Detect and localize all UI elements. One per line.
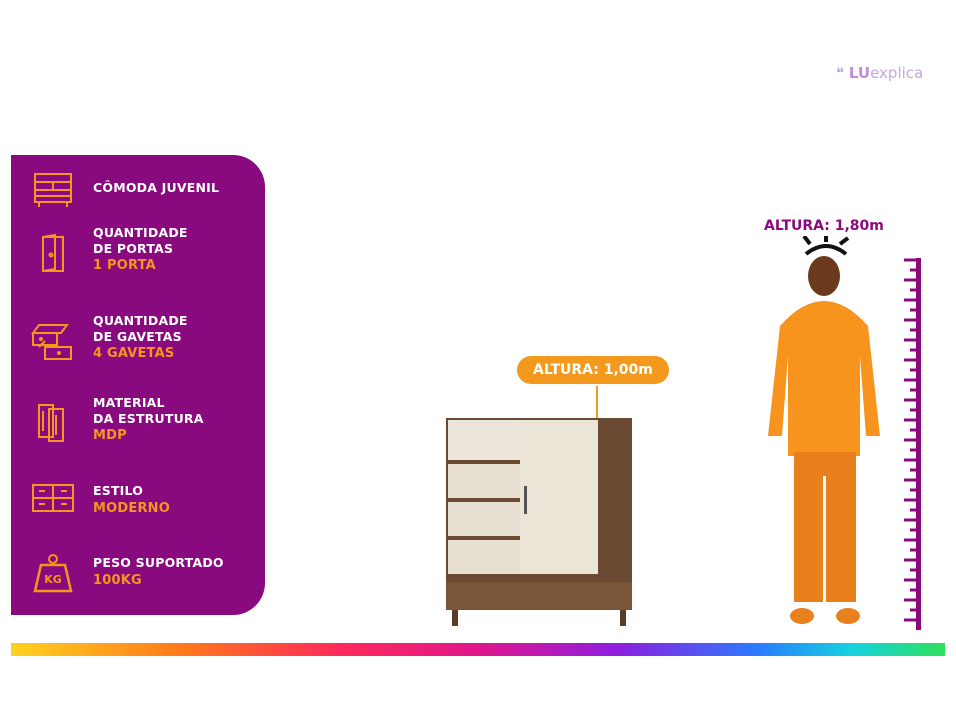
lu-explica-logo: ❝ LUexplica — [836, 64, 923, 82]
speech-bubble-icon: ❝ — [836, 64, 845, 82]
product-height-pointer — [596, 386, 598, 436]
person-illustration — [768, 236, 880, 624]
person-height-label: ALTURA: 1,80m — [764, 218, 884, 234]
feature-value: 1 PORTA — [93, 258, 156, 273]
features-panel: CÔMODA JUVENIL QUANTIDADE DE PORTAS 1 POR… — [11, 155, 265, 615]
product-height-label: ALTURA: 1,00m — [517, 356, 669, 384]
feature-value: 4 GAVETAS — [93, 346, 175, 361]
feature-value: MDP — [93, 428, 127, 443]
feature-label: CÔMODA JUVENIL — [93, 180, 220, 195]
svg-text:KG: KG — [44, 573, 62, 586]
door-icon — [42, 233, 64, 272]
feature-label: PESO SUPORTADO 100KG — [93, 555, 224, 588]
feature-label: QUANTIDADE DE PORTAS 1 PORTA — [93, 225, 188, 273]
logo-prefix: LU — [848, 64, 871, 82]
cabinet-style-icon — [32, 484, 74, 512]
feature-value: 100KG — [93, 572, 142, 588]
feature-label: QUANTIDADE DE GAVETAS 4 GAVETAS — [93, 313, 188, 361]
dresser-icon — [34, 173, 72, 207]
drawers-icon — [31, 324, 72, 360]
weight-kg-icon: KG — [33, 554, 73, 593]
feature-label: ESTILO MODERNO — [93, 483, 171, 516]
wood-panels-icon — [38, 404, 64, 442]
logo-suffix: explica — [870, 64, 924, 82]
height-ruler: for(let i=0;i<=36;i++){const l=document.… — [904, 258, 921, 630]
feature-value: MODERNO — [93, 500, 171, 516]
feature-label: MATERIAL DA ESTRUTURA MDP — [93, 395, 204, 443]
rainbow-bar — [11, 643, 945, 656]
dresser-product-image — [446, 418, 632, 626]
